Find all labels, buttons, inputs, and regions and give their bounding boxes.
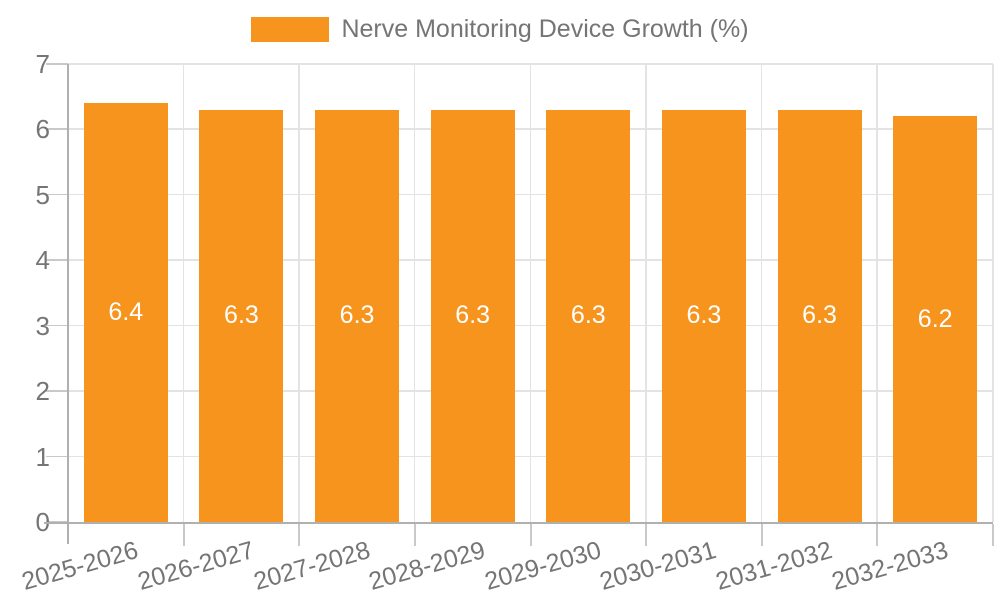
x-axis-line: [44, 522, 993, 524]
legend-swatch: [251, 17, 330, 42]
gridline-vertical: [182, 64, 185, 522]
bar-value-label: 6.3: [455, 301, 491, 330]
bar[interactable]: 6.3: [661, 109, 746, 522]
bar-value-label: 6.4: [108, 298, 144, 327]
x-axis-tick: [992, 524, 994, 546]
x-axis-tick-label: 2028-2029: [365, 536, 489, 596]
x-axis-tick: [298, 524, 301, 546]
y-axis-tick-label: 0: [35, 507, 50, 537]
y-axis-tick: [46, 63, 68, 65]
bar[interactable]: 6.4: [83, 103, 168, 522]
bar-value-label: 6.3: [570, 301, 606, 330]
x-axis-tick: [876, 524, 879, 546]
y-axis-tick: [46, 259, 68, 261]
x-axis-tick: [413, 524, 416, 546]
y-axis-tick: [46, 521, 68, 523]
gridline-vertical: [645, 64, 647, 522]
x-axis-tick: [182, 524, 185, 546]
y-axis-tick-label: 6: [35, 114, 50, 145]
y-axis-tick: [46, 128, 68, 130]
bar-value-label: 6.3: [686, 301, 722, 330]
bar[interactable]: 6.3: [546, 109, 631, 522]
x-axis-tick-label: 2026-2027: [134, 536, 258, 596]
bar-value-label: 6.3: [802, 301, 837, 330]
bar-value-label: 6.2: [917, 304, 953, 333]
x-axis-tick-label: 2027-2028: [250, 536, 373, 596]
bar[interactable]: 6.3: [430, 109, 515, 522]
legend: Nerve Monitoring Device Growth (%): [0, 17, 1000, 42]
y-axis-line: [67, 64, 69, 544]
y-axis-tick: [46, 455, 68, 458]
x-axis-tick: [760, 524, 763, 546]
bar[interactable]: 6.3: [315, 109, 400, 522]
y-axis-tick: [46, 324, 68, 327]
x-axis-tick-label: 2025-2026: [18, 536, 142, 596]
bar-value-label: 6.3: [339, 301, 375, 330]
x-axis-tick: [529, 524, 532, 546]
y-axis-tick-label: 4: [35, 245, 50, 276]
gridline-vertical: [876, 64, 878, 522]
y-axis-tick: [46, 193, 68, 196]
legend-label: Nerve Monitoring Device Growth (%): [341, 15, 749, 43]
gridline-vertical: [298, 64, 300, 522]
y-axis-tick-label: 2: [35, 376, 50, 407]
bar-value-label: 6.3: [224, 301, 259, 330]
bar[interactable]: 6.3: [777, 109, 862, 522]
gridline-vertical: [413, 64, 416, 522]
y-axis-tick-label: 3: [35, 310, 50, 341]
gridline-vertical: [992, 64, 994, 522]
y-axis-tick-label: 5: [35, 179, 50, 210]
gridline-vertical: [529, 64, 531, 522]
gridline-vertical: [760, 64, 763, 522]
x-axis-tick-label: 2029-2030: [481, 536, 605, 596]
x-axis-tick: [645, 524, 648, 546]
y-axis-tick: [46, 390, 68, 392]
y-axis-tick-label: 1: [35, 441, 50, 472]
y-axis-tick-label: 7: [35, 49, 50, 79]
x-axis-tick-label: 2031-2032: [712, 536, 836, 596]
x-axis-tick-label: 2030-2031: [597, 536, 720, 596]
gridline-horizontal: [68, 63, 993, 65]
bar[interactable]: 6.2: [893, 116, 978, 522]
x-axis-tick-label: 2032-2033: [828, 536, 951, 596]
bar[interactable]: 6.3: [199, 109, 284, 522]
